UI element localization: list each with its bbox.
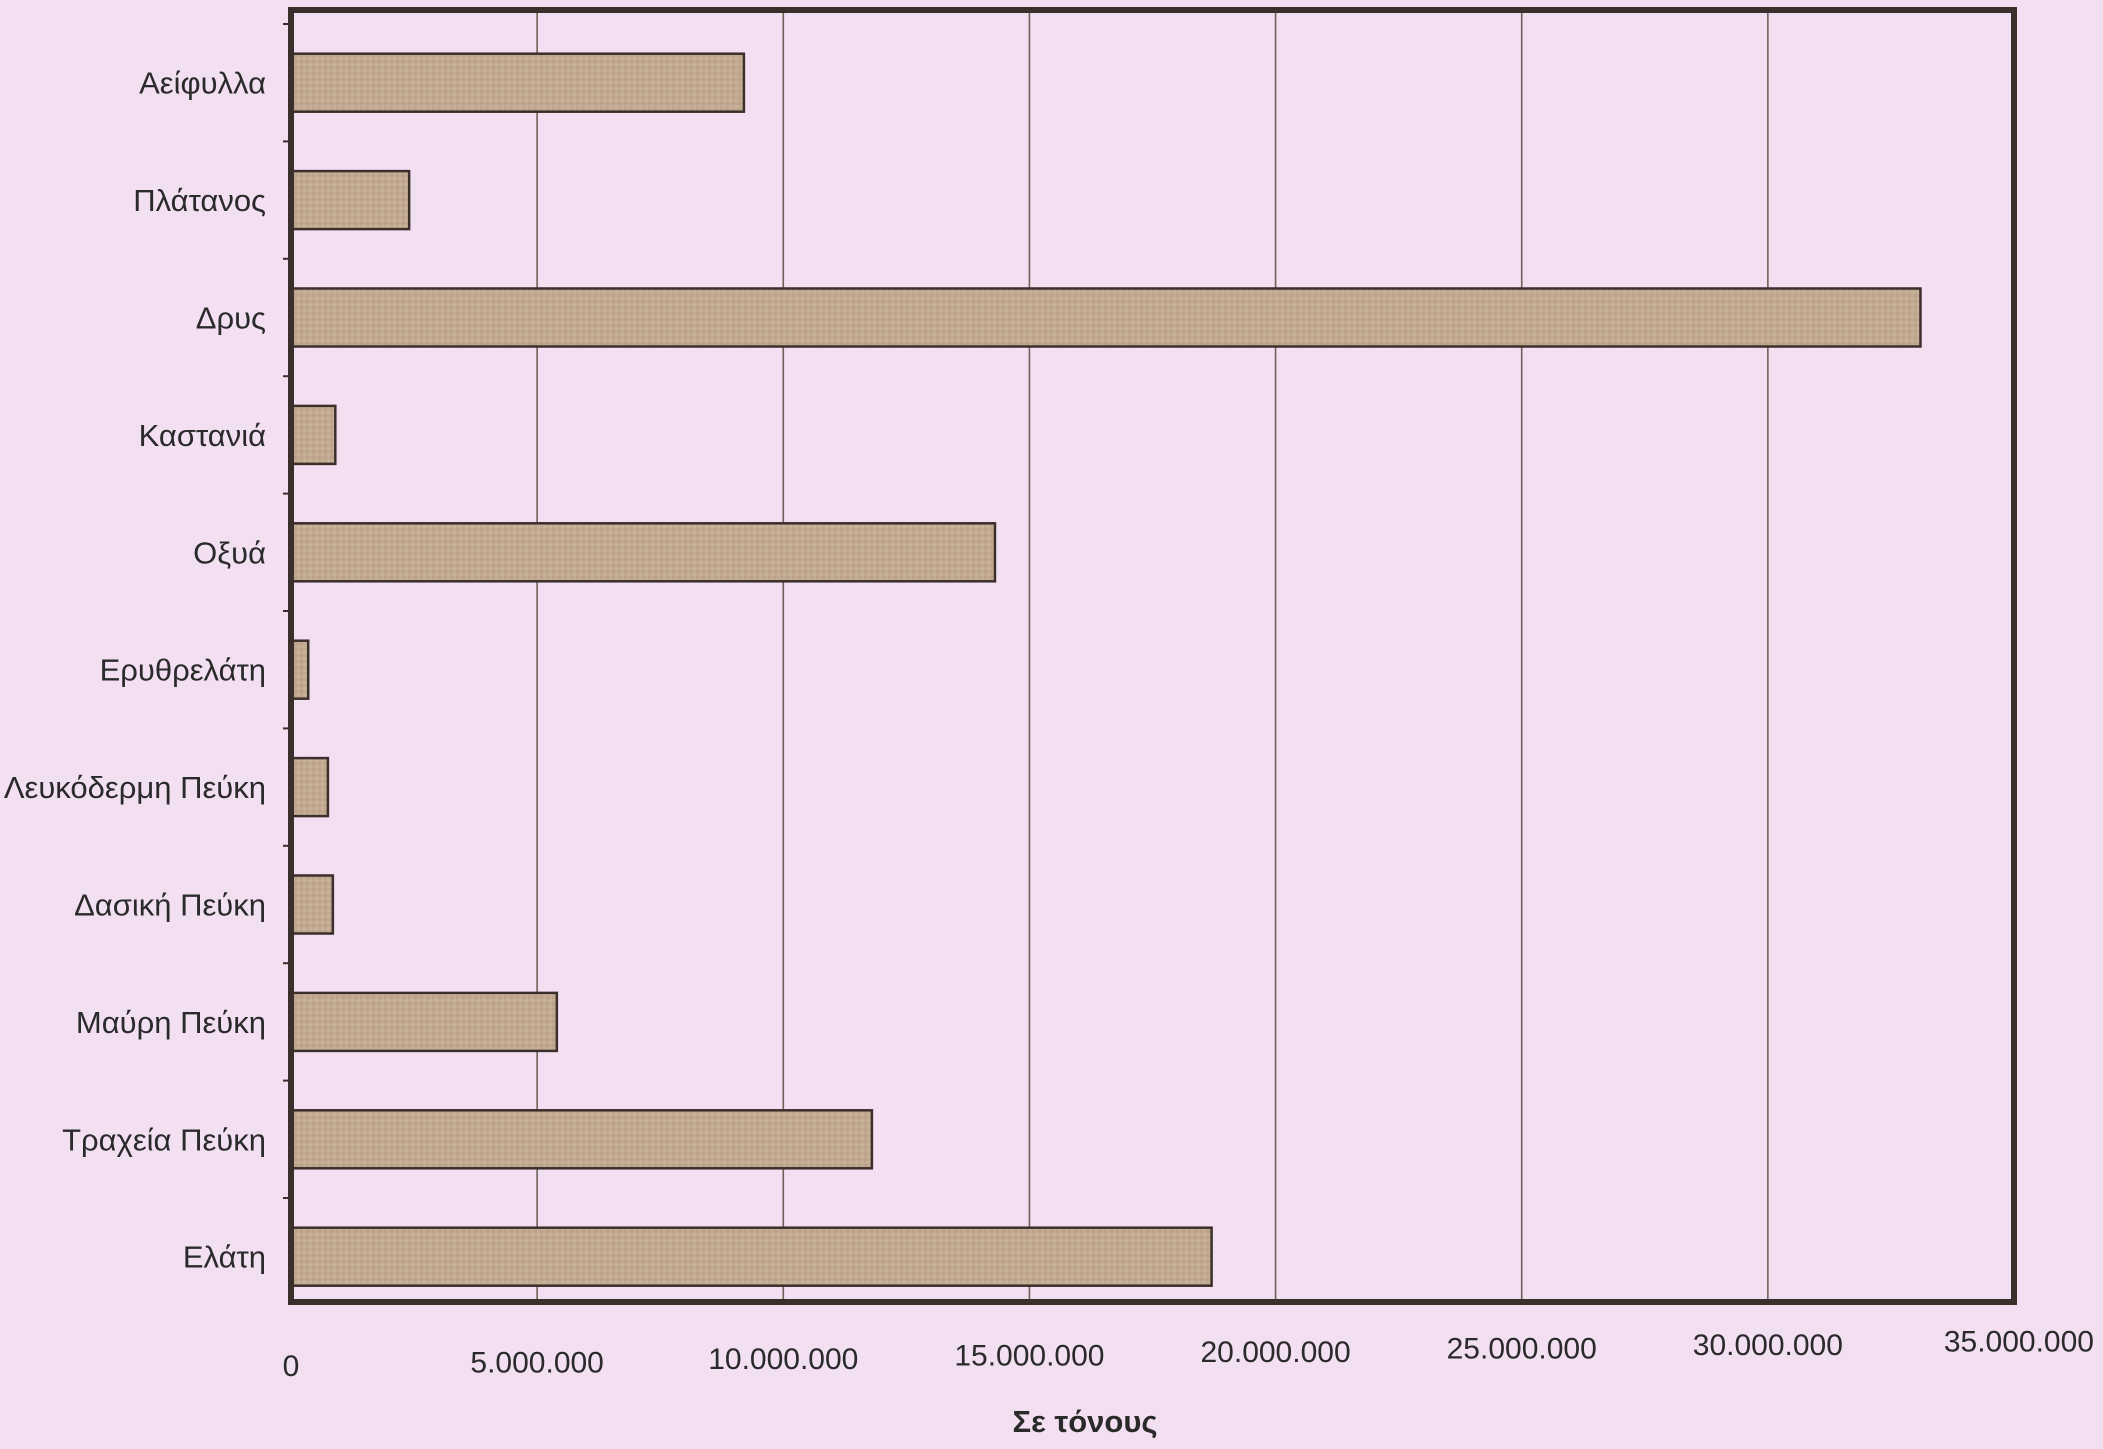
category-label: Μαύρη Πεύκη xyxy=(76,1005,266,1040)
bar-2 xyxy=(289,169,411,231)
bar-8 xyxy=(289,874,335,935)
bar-3 xyxy=(289,287,1922,348)
bar-5 xyxy=(289,522,997,583)
x-tick-label: 10.000.000 xyxy=(708,1343,858,1376)
x-tick-label: 30.000.000 xyxy=(1693,1329,1843,1362)
bar-9 xyxy=(289,991,559,1053)
bars xyxy=(289,52,1922,1287)
x-tick-label: 5.000.000 xyxy=(470,1347,603,1380)
category-label: Λευκόδερμη Πεύκη xyxy=(4,770,266,805)
x-tick-label: 15.000.000 xyxy=(954,1340,1104,1373)
category-label: Καστανιά xyxy=(139,418,266,453)
category-label: Ελάτη xyxy=(183,1240,266,1275)
x-tick-label: 0 xyxy=(283,1350,300,1383)
category-label: Δρυς xyxy=(196,301,266,336)
plot-border xyxy=(288,7,2017,1305)
bar-11 xyxy=(289,1226,1213,1287)
category-label: Οξυά xyxy=(193,535,266,570)
category-label: Δασική Πεύκη xyxy=(74,888,266,923)
category-label: Αείφυλλα xyxy=(139,66,266,101)
bar-1 xyxy=(289,52,746,113)
bar-4 xyxy=(289,404,337,466)
x-tick-label: 20.000.000 xyxy=(1200,1336,1350,1369)
category-labels: Αείφυλλα Πλάτανος Δρυς Καστανιά Οξυά Ερυθρελά… xyxy=(4,66,266,1275)
category-label: Πλάτανος xyxy=(133,183,266,218)
gridlines xyxy=(536,10,1769,1302)
x-axis-title: Σε τόνους xyxy=(1012,1404,1157,1439)
x-tick-label: 35.000.000 xyxy=(1944,1326,2094,1359)
category-label: Ερυθρελάτη xyxy=(100,653,266,688)
x-tick-label: 25.000.000 xyxy=(1447,1333,1597,1366)
x-tick-labels: 0 5.000.000 10.000.000 15.000.000 20.000.000… xyxy=(283,1326,2094,1384)
plot-frame xyxy=(283,7,2017,1305)
bar-10 xyxy=(289,1109,874,1170)
bar-7 xyxy=(289,756,330,818)
category-label: Τραχεία Πεύκη xyxy=(62,1122,266,1157)
